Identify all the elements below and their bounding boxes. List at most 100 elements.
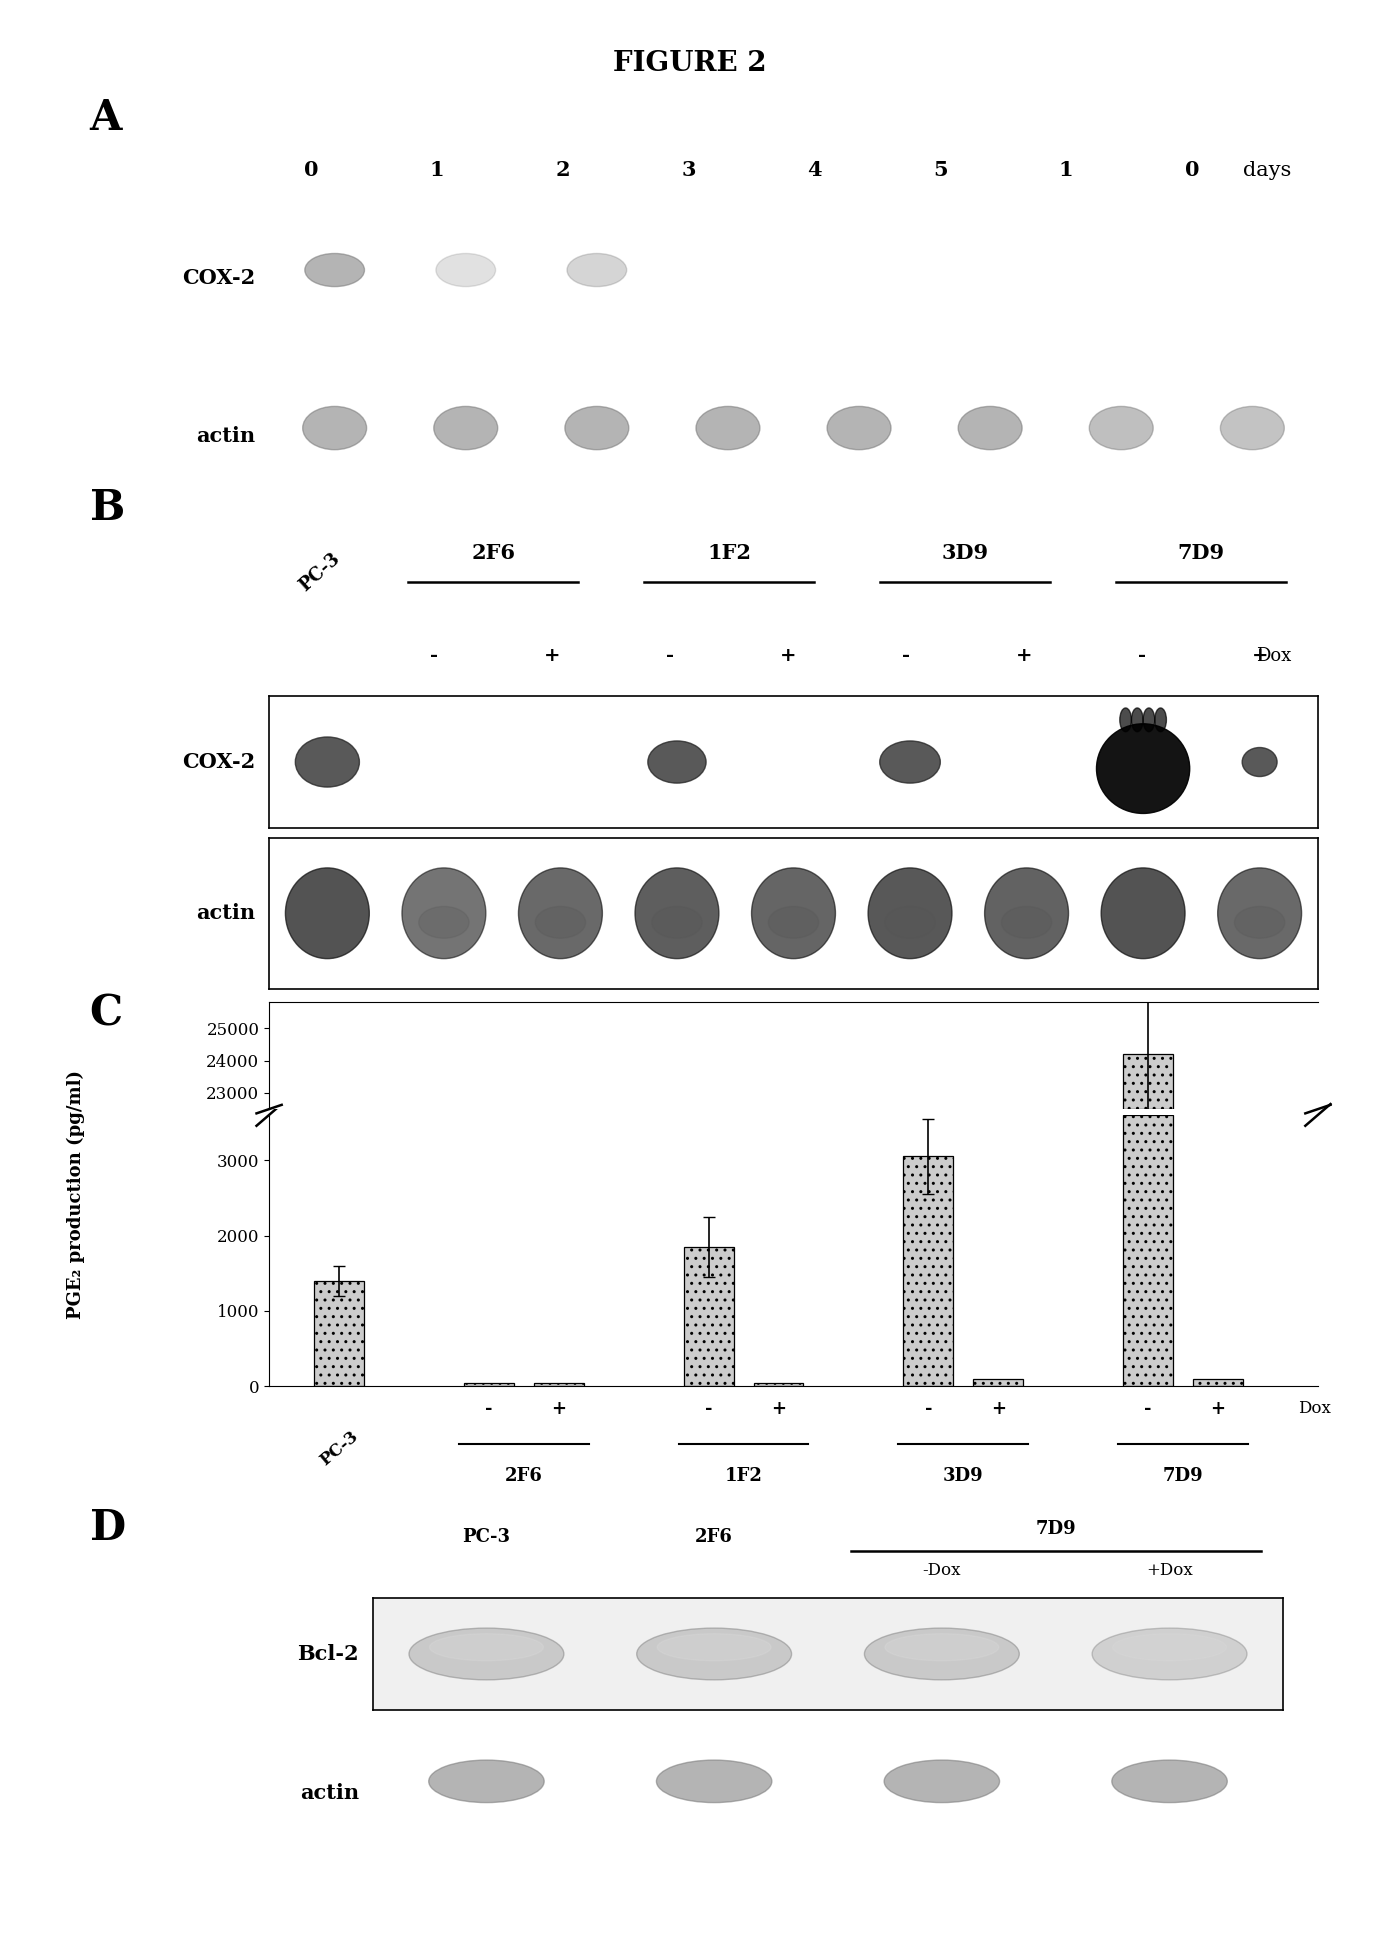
Ellipse shape [551,244,643,318]
Text: -Dox: -Dox [923,1563,960,1578]
Ellipse shape [1203,394,1301,491]
Text: FIGURE 2: FIGURE 2 [613,50,767,78]
Text: Dox: Dox [1299,1400,1330,1417]
Ellipse shape [885,1635,999,1660]
Ellipse shape [752,869,835,958]
Ellipse shape [769,906,818,938]
Ellipse shape [696,407,760,450]
Text: +: + [1016,648,1032,665]
Text: 1: 1 [1058,161,1074,180]
Text: 7D9: 7D9 [1177,543,1225,564]
Ellipse shape [853,1749,1031,1842]
Text: +: + [1210,1400,1225,1417]
Ellipse shape [1132,708,1143,731]
Ellipse shape [436,254,495,287]
Text: +: + [544,648,560,665]
Ellipse shape [535,906,585,938]
Text: PGE₂ production (pg/ml): PGE₂ production (pg/ml) [66,1070,86,1319]
Ellipse shape [433,407,498,450]
Text: COX-2: COX-2 [182,752,255,772]
Ellipse shape [657,1635,771,1660]
Ellipse shape [418,906,469,938]
Ellipse shape [868,869,952,958]
Text: 2F6: 2F6 [472,543,515,564]
Ellipse shape [519,869,603,958]
Ellipse shape [647,741,707,783]
Ellipse shape [885,1761,999,1803]
Bar [1123,1055,1173,1109]
Ellipse shape [657,1761,771,1803]
Ellipse shape [1235,906,1285,938]
Ellipse shape [651,906,702,938]
Ellipse shape [879,741,940,783]
Ellipse shape [810,394,908,491]
Text: 3D9: 3D9 [941,543,989,564]
Ellipse shape [564,407,629,450]
Text: days: days [1243,161,1292,180]
Ellipse shape [1081,1749,1259,1842]
Bar [464,1383,513,1386]
Text: -: - [903,648,911,665]
Ellipse shape [1119,708,1132,731]
Ellipse shape [286,869,370,958]
Text: Bcl-2: Bcl-2 [297,1644,359,1664]
Text: 2F6: 2F6 [505,1468,542,1485]
Ellipse shape [958,407,1023,450]
Ellipse shape [295,737,359,787]
Text: -: - [667,648,675,665]
Text: actin: actin [196,427,255,446]
Text: +: + [771,1400,787,1417]
Ellipse shape [288,244,381,318]
Ellipse shape [429,1761,544,1803]
Bar [904,1156,954,1386]
Text: actin: actin [196,904,255,923]
Text: -: - [431,648,439,665]
Ellipse shape [397,1749,575,1842]
Text: -: - [1144,1400,1152,1417]
Ellipse shape [567,254,627,287]
Ellipse shape [548,394,646,491]
Text: actin: actin [299,1782,359,1803]
Ellipse shape [417,394,515,491]
Ellipse shape [864,1629,1020,1679]
Ellipse shape [1112,1761,1227,1803]
Bar [1194,1379,1243,1386]
Text: D: D [90,1507,126,1549]
Ellipse shape [984,869,1068,958]
Text: B: B [90,487,126,529]
Text: A: A [90,97,121,140]
Text: -: - [705,1400,712,1417]
Ellipse shape [1217,869,1301,958]
Text: 3D9: 3D9 [943,1468,984,1485]
Bar [1123,1115,1173,1386]
Bar [973,1379,1023,1386]
Ellipse shape [1089,407,1154,450]
Ellipse shape [1155,708,1166,731]
Text: +: + [551,1400,566,1417]
Text: 2: 2 [556,161,570,180]
Text: PC-3: PC-3 [316,1427,362,1468]
Text: -: - [486,1400,493,1417]
Ellipse shape [827,407,891,450]
Ellipse shape [1242,748,1276,776]
Ellipse shape [1220,407,1285,450]
Ellipse shape [286,394,384,491]
Ellipse shape [885,906,936,938]
Text: 1F2: 1F2 [724,1468,763,1485]
Text: 2F6: 2F6 [696,1528,733,1545]
Text: +: + [991,1400,1006,1417]
Ellipse shape [429,1635,544,1660]
Text: 1F2: 1F2 [708,543,751,564]
Text: PC-3: PC-3 [295,549,344,595]
Ellipse shape [625,1749,803,1842]
Ellipse shape [420,244,512,318]
Ellipse shape [1002,906,1052,938]
Text: 5: 5 [933,161,948,180]
Ellipse shape [1112,1635,1227,1660]
Ellipse shape [305,254,364,287]
Text: 0: 0 [304,161,319,180]
Ellipse shape [408,1629,564,1679]
Ellipse shape [679,394,777,491]
Bar [683,1247,734,1386]
Text: 4: 4 [807,161,821,180]
